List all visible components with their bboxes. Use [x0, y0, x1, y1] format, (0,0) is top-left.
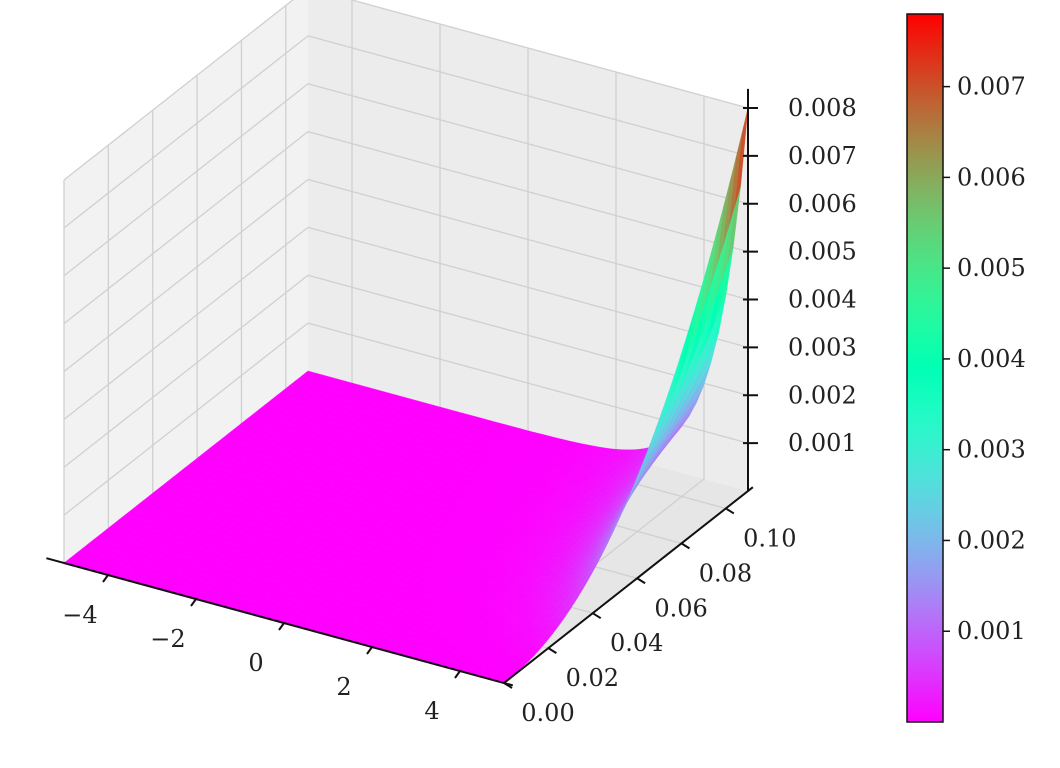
- grid-line-z: [307, 83, 749, 205]
- colorbar-tick-label: 0.003: [957, 436, 1026, 464]
- grid-line-z: [63, 131, 309, 325]
- y-tick: [547, 647, 557, 654]
- x-tick: [454, 670, 461, 679]
- grid-line-z: [63, 226, 309, 420]
- grid-line-z: [63, 83, 309, 277]
- left-pane: [64, 0, 308, 563]
- colorbar-tick-label: 0.005: [957, 254, 1026, 282]
- z-tick-label: 0.001: [788, 429, 857, 457]
- colorbar-tick-label: 0.001: [957, 617, 1026, 645]
- colorbar-tick-label: 0.007: [957, 73, 1026, 101]
- x-tick: [190, 598, 197, 607]
- grid-line-z: [307, 226, 749, 349]
- z-tick-label: 0.004: [788, 286, 857, 314]
- y-tick: [592, 612, 602, 620]
- grid-line-z: [307, 178, 749, 301]
- z-tick-label: 0.008: [788, 94, 857, 122]
- x-tick-label: 0: [248, 649, 263, 677]
- x-tick: [102, 574, 109, 583]
- x-tick-label: 4: [424, 697, 439, 725]
- y-tick: [636, 577, 646, 585]
- colorbar-tick-label: 0.002: [957, 526, 1026, 554]
- colorbar-tick-label: 0.006: [957, 163, 1026, 191]
- z-tick-label: 0.002: [788, 381, 857, 409]
- colorbar-gradient: [906, 13, 944, 723]
- y-tick-label: 0.06: [654, 594, 707, 622]
- grid-line-z: [307, 130, 749, 253]
- y-tick-label: 0.00: [521, 699, 574, 727]
- x-tick-label: −4: [62, 601, 97, 629]
- surface-plot: [63, 107, 749, 684]
- y-tick: [503, 682, 513, 689]
- z-tick-label: 0.005: [788, 238, 857, 266]
- colorbar-tick-label: 0.004: [957, 345, 1026, 373]
- x-tick: [278, 622, 285, 631]
- x-tick-label: −2: [150, 625, 185, 653]
- y-tick: [680, 542, 690, 550]
- axis-ticks: −4 −2 0 2 4 0.00 0.02 0.04 0.06 0.08 0.10 0.001 0.00…: [62, 94, 856, 727]
- y-tick-label: 0.08: [699, 559, 752, 587]
- x-tick: [366, 646, 373, 655]
- z-tick-label: 0.003: [788, 333, 857, 361]
- grid-line-z: [63, 178, 309, 373]
- z-tick-label: 0.007: [788, 142, 857, 170]
- y-tick: [725, 507, 735, 515]
- grid-line-z: [63, 0, 294, 181]
- y-tick-label: 0.02: [566, 664, 619, 692]
- grid-line-z: [349, 0, 749, 109]
- x-axis-line: [46, 557, 514, 687]
- grid-line-z: [63, 35, 309, 229]
- colorbar: 0.001 0.002 0.003 0.004 0.005 0.006 0.007: [906, 13, 1026, 723]
- y-tick-label: 0.04: [610, 629, 663, 657]
- x-tick-label: 2: [336, 673, 351, 701]
- grid-line-z: [63, 322, 309, 516]
- y-tick-label: 0.10: [743, 524, 796, 552]
- grid-line-z: [63, 274, 309, 468]
- grid-line-z: [307, 35, 749, 157]
- y-axis-line: [503, 486, 754, 684]
- z-tick-label: 0.006: [788, 190, 857, 218]
